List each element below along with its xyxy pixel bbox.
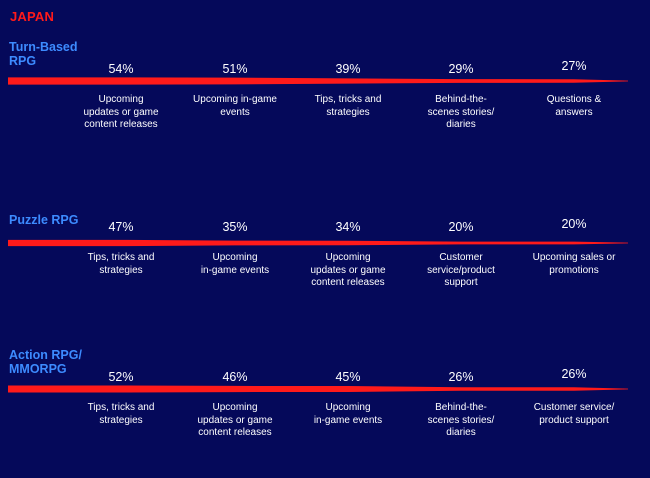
- value-label: 20%: [448, 220, 474, 234]
- category-label: Customer service/product support: [427, 252, 495, 288]
- segment-title: Puzzle RPG: [9, 213, 79, 227]
- value-label: 47%: [108, 220, 134, 234]
- segment-chart-1: Turn-Based RPG 54% Upcoming updates or gam…: [0, 40, 650, 170]
- country-label: JAPAN: [10, 9, 55, 24]
- segment-title: Turn-Based RPG: [9, 40, 78, 68]
- category-label: Tips, tricks and strategies: [87, 402, 155, 426]
- segment-chart-3: Action RPG/ MMORPG 52% Tips, tricks and st…: [0, 348, 650, 478]
- category-label: Customer service/ product support: [533, 402, 615, 426]
- value-label: 52%: [108, 370, 134, 384]
- value-wedge: [8, 385, 628, 393]
- category-label: Questions & answers: [546, 94, 602, 118]
- value-label: 26%: [561, 367, 587, 381]
- value-label: 51%: [222, 62, 248, 76]
- segment-chart-2: Puzzle RPG 47% Tips, tricks and strategies…: [0, 213, 650, 343]
- category-label: Upcoming updates or game content release…: [310, 252, 386, 288]
- value-label: 20%: [561, 217, 587, 231]
- value-label: 54%: [108, 62, 134, 76]
- category-label: Upcoming updates or game content release…: [197, 402, 273, 438]
- value-label: 29%: [448, 62, 474, 76]
- value-wedge-shape: [8, 239, 628, 247]
- value-wedge-shape: [8, 385, 628, 393]
- value-label: 27%: [561, 59, 587, 73]
- value-wedge: [8, 77, 628, 85]
- value-label: 46%: [222, 370, 248, 384]
- category-label: Upcoming updates or game content release…: [83, 94, 159, 130]
- category-label: Upcoming sales or promotions: [532, 252, 616, 276]
- value-label: 45%: [335, 370, 361, 384]
- category-label: Upcoming in-game events: [313, 402, 383, 426]
- value-label: 34%: [335, 220, 361, 234]
- category-label: Behind-the- scenes stories/ diaries: [427, 94, 495, 130]
- value-wedge: [8, 239, 628, 247]
- category-label: Behind-the- scenes stories/ diaries: [427, 402, 495, 438]
- segment-title: Action RPG/ MMORPG: [9, 348, 82, 376]
- value-wedge-shape: [8, 77, 628, 85]
- category-label: Tips, tricks and strategies: [87, 252, 155, 276]
- value-label: 39%: [335, 62, 361, 76]
- value-label: 26%: [448, 370, 474, 384]
- category-label: Upcoming in-game events: [193, 94, 277, 118]
- category-label: Upcoming in-game events: [200, 252, 270, 276]
- value-label: 35%: [222, 220, 248, 234]
- category-label: Tips, tricks and strategies: [314, 94, 382, 118]
